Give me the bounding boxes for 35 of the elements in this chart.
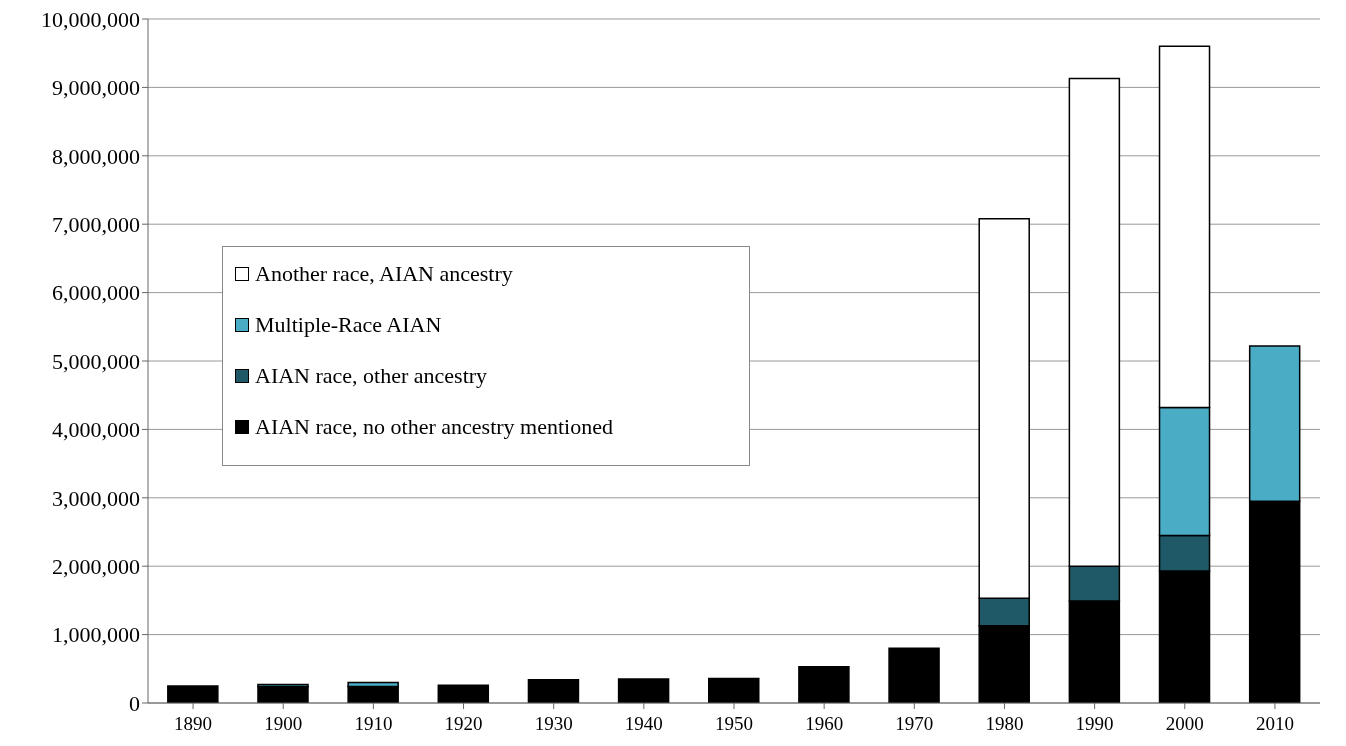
- legend-label: Multiple-Race AIAN: [255, 312, 442, 338]
- x-tick-label: 1950: [715, 713, 753, 735]
- legend-label: AIAN race, no other ancestry mentioned: [255, 414, 613, 440]
- x-tick-label: 1920: [444, 713, 483, 735]
- y-tick-label: 1,000,000: [52, 622, 140, 648]
- bar: [798, 666, 850, 703]
- bar: [437, 684, 490, 703]
- y-tick-label: 6,000,000: [52, 280, 140, 306]
- x-tick-label: 2000: [1165, 713, 1204, 735]
- y-tick-label: 3,000,000: [52, 485, 140, 511]
- y-tick-label: 10,000,000: [41, 6, 140, 32]
- x-tick-label: 1910: [354, 713, 393, 735]
- x-tick-label: 2010: [1255, 713, 1294, 735]
- y-tick-label: 0: [129, 690, 140, 716]
- x-tick-label: 1990: [1075, 713, 1114, 735]
- bar: [527, 678, 580, 703]
- y-tick-label: 8,000,000: [52, 143, 140, 169]
- x-tick-label: 1970: [895, 713, 934, 735]
- x-tick-label: 1900: [264, 713, 303, 735]
- legend-label: AIAN race, other ancestry: [255, 363, 488, 389]
- x-tick-label: 1960: [805, 713, 844, 735]
- bar: [617, 678, 670, 703]
- x-tick-label: 1890: [174, 713, 213, 735]
- x-tick-label: 1930: [534, 713, 573, 735]
- bar: [888, 647, 940, 703]
- y-tick-label: 5,000,000: [52, 348, 140, 374]
- bar: [167, 685, 219, 703]
- y-tick-label: 9,000,000: [52, 75, 140, 101]
- x-tick-label: 1940: [624, 713, 663, 735]
- bar: [708, 677, 760, 703]
- legend-label: Another race, AIAN ancestry: [255, 261, 513, 287]
- y-tick-label: 4,000,000: [52, 417, 140, 443]
- x-tick-label: 1980: [985, 713, 1024, 735]
- y-tick-label: 7,000,000: [52, 212, 140, 238]
- y-tick-label: 2,000,000: [52, 554, 140, 580]
